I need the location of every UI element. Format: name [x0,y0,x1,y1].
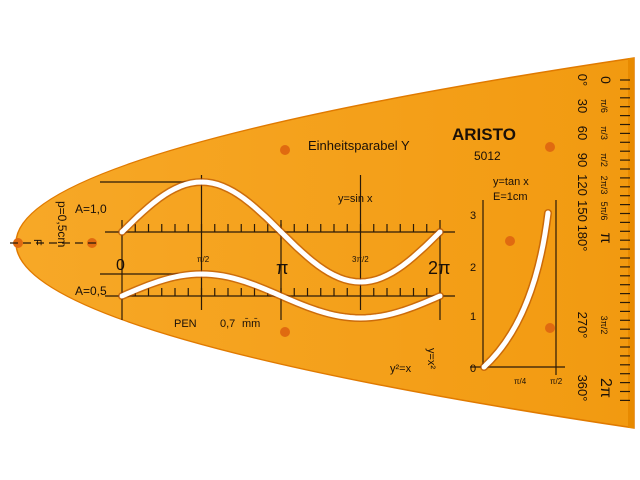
focus-label: F [31,239,43,246]
amplitude-label-1: A=1,0 [75,202,107,216]
tan-y-2: 2 [470,262,476,274]
template-title: Einheitsparabel Y [308,138,410,153]
radian-label: 5π/6 [599,202,609,221]
pen-unit: m̄m̄ [242,317,260,330]
tan-x-pi-4: π/4 [514,377,527,386]
radian-label: 3π/2 [599,316,609,335]
model-number: 5012 [474,149,501,163]
radian-label: π [597,232,614,243]
degree-label: 360° [575,375,590,402]
tan-y-0: 0 [470,363,476,375]
degree-label: 120 [575,174,590,196]
sine-slot-a1[interactable] [119,179,443,285]
sine-grid [100,175,455,320]
degree-label: 150 [575,200,590,222]
degree-label: 0° [575,74,590,86]
radian-label: π/3 [599,126,609,140]
amplitude-label-05: A=0,5 [75,284,107,298]
brand-logo: ARISTO [452,125,516,144]
sine-x-label-3pi-2: 3π/2 [352,255,369,264]
tan-slot[interactable] [481,210,551,370]
scale-ticks [620,79,630,401]
radian-label: 2π [597,378,614,398]
degree-label: 180° [575,225,590,252]
radian-label: π/6 [599,99,609,113]
radian-label: 2π/3 [599,176,609,195]
tan-x-pi-2: π/2 [550,377,563,386]
degree-label: 270° [575,312,590,339]
sine-slot-a05[interactable] [119,271,443,321]
sine-x-label-pi: π [276,258,288,278]
sine-label: y=sin x [338,193,373,205]
angle-scale: 0° 30 60 90 120 150 180° 270° 360° 0 π/6… [575,74,614,402]
pen-size: 0,7 [220,318,235,330]
bottom-label-y2x: y²=x [390,363,412,375]
degree-label: 60 [575,126,590,140]
parameter-label: p=0,5cm [55,201,69,247]
sine-x-label-pi-2: π/2 [197,255,210,264]
right-edge [628,58,634,428]
tan-scale-label: E=1cm [493,191,528,203]
degree-label: 30 [575,99,590,113]
tan-y-3: 3 [470,210,476,222]
radian-label: π/2 [599,153,609,167]
bottom-label-yx2: y=x² [425,348,437,369]
tan-label: y=tan x [493,176,529,188]
sine-x-label-2pi: 2π [428,258,450,278]
tan-y-1: 1 [470,311,476,323]
pen-label: PEN [174,318,197,330]
sine-x-label-0: 0 [116,257,125,274]
degree-label: 90 [575,153,590,167]
radian-label: 0 [598,76,614,84]
